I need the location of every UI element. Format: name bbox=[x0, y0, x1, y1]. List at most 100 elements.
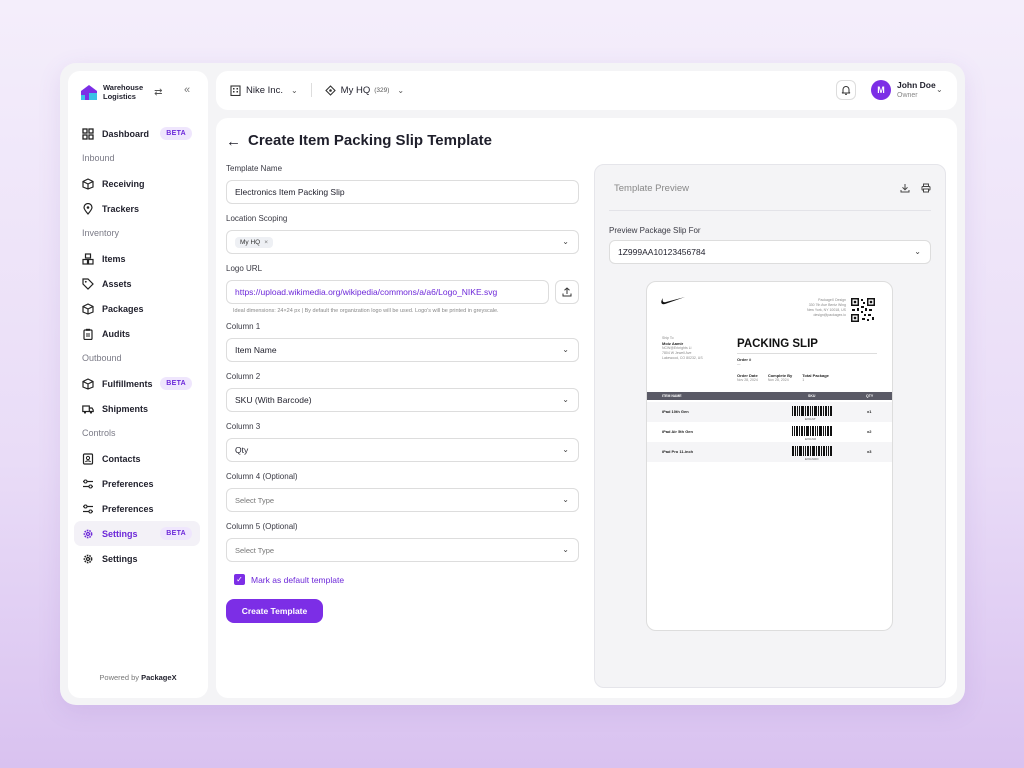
brand-name: Warehouse Logistics bbox=[103, 83, 144, 101]
download-icon[interactable] bbox=[900, 183, 910, 193]
chevron-down-icon: ⌄ bbox=[562, 395, 569, 404]
packing-slip-heading: PACKING SLIP bbox=[737, 338, 818, 350]
section-controls: Controls bbox=[82, 428, 116, 438]
order-number: Order # — bbox=[737, 357, 752, 366]
sidebar-item-label: Audits bbox=[102, 328, 130, 339]
sidebar-item-label: Preferences bbox=[102, 503, 154, 514]
slip-table-header: ITEM NAME SKU QTY bbox=[647, 392, 892, 400]
sidebar-item-label: Packages bbox=[102, 303, 144, 314]
sidebar-item-receiving[interactable]: Receiving bbox=[74, 171, 200, 196]
table-row: iPad 10th Gen EX0-NT x1 bbox=[647, 402, 892, 422]
tag-icon bbox=[82, 277, 94, 290]
box-icon bbox=[82, 177, 94, 190]
location-chip[interactable]: My HQ × bbox=[235, 236, 274, 248]
sidebar-item-dashboard[interactable]: Dashboard BETA bbox=[74, 121, 200, 146]
nike-logo-icon bbox=[661, 297, 685, 305]
column-2-label: Column 2 bbox=[226, 372, 261, 381]
sidebar-item-label: Items bbox=[102, 253, 126, 264]
brand[interactable]: Warehouse Logistics ⇄ bbox=[80, 83, 163, 101]
sidebar-item-preferences[interactable]: Preferences bbox=[74, 471, 200, 496]
column-2-select[interactable]: SKU (With Barcode) ⌄ bbox=[226, 388, 579, 412]
column-1-select[interactable]: Item Name ⌄ bbox=[226, 338, 579, 362]
bell-icon bbox=[841, 86, 851, 95]
user-name[interactable]: John Doe bbox=[897, 80, 936, 90]
chevron-down-icon: ⌄ bbox=[290, 85, 298, 95]
divider bbox=[609, 210, 931, 211]
contacts-icon bbox=[82, 452, 94, 465]
chip-remove-icon[interactable]: × bbox=[264, 238, 269, 246]
sidebar-item-label: Dashboard bbox=[102, 128, 150, 139]
preview-slip-for-label: Preview Package Slip For bbox=[609, 226, 701, 235]
sidebar-item-label: Assets bbox=[102, 278, 132, 289]
chevron-down-icon: ⌄ bbox=[914, 247, 921, 256]
section-inbound: Inbound bbox=[82, 153, 115, 163]
location-scoping-select[interactable]: My HQ × ⌄ bbox=[226, 230, 579, 254]
table-row: iPad Pro 11-inch EX0-NOO x3 bbox=[647, 442, 892, 462]
warehouse-logo-icon bbox=[81, 85, 97, 100]
barcode-icon bbox=[792, 426, 832, 436]
template-preview-panel: Template Preview Preview Package Slip Fo… bbox=[594, 164, 946, 688]
logo-url-label: Logo URL bbox=[226, 264, 263, 273]
sidebar-item-label: Settings bbox=[102, 553, 138, 564]
switch-app-icon[interactable]: ⇄ bbox=[154, 86, 163, 98]
qr-code-icon bbox=[850, 297, 876, 323]
barcode-icon bbox=[792, 406, 832, 416]
printer-icon[interactable] bbox=[921, 183, 931, 193]
package-icon bbox=[82, 302, 94, 315]
powered-by: Powered by PackageX bbox=[99, 673, 177, 682]
chevron-down-icon: ⌄ bbox=[562, 495, 569, 504]
chevron-down-icon: ⌄ bbox=[562, 545, 569, 554]
divider bbox=[737, 353, 877, 354]
sidebar-item-settings[interactable]: Settings BETA bbox=[74, 521, 200, 546]
sidebar-item-packages[interactable]: Packages bbox=[74, 296, 200, 321]
beta-badge: BETA bbox=[160, 127, 192, 140]
location-name[interactable]: My HQ bbox=[340, 84, 371, 96]
org-switcher[interactable]: Nike Inc. ⌄ My HQ (329) ⌄ bbox=[230, 83, 404, 97]
sidebar-item-settings-2[interactable]: Settings bbox=[74, 546, 200, 571]
column-5-label: Column 5 (Optional) bbox=[226, 522, 298, 531]
column-1-label: Column 1 bbox=[226, 322, 261, 331]
sidebar-item-shipments[interactable]: Shipments bbox=[74, 396, 200, 421]
truck-icon bbox=[82, 403, 94, 415]
avatar[interactable]: M bbox=[871, 80, 891, 100]
stacked-boxes-icon bbox=[82, 252, 94, 265]
sidebar-item-label: Receiving bbox=[102, 178, 145, 189]
logo-url-input[interactable]: https://upload.wikimedia.org/wikipedia/c… bbox=[226, 280, 549, 304]
sidebar-item-label: Fulfillments bbox=[102, 378, 153, 389]
upload-button[interactable] bbox=[555, 280, 579, 304]
chevron-down-icon[interactable]: ⌄ bbox=[936, 85, 943, 94]
back-arrow-icon[interactable]: ← bbox=[226, 133, 241, 150]
column-3-select[interactable]: Qty ⌄ bbox=[226, 438, 579, 462]
sidebar-item-fulfillments[interactable]: Fulfillments BETA bbox=[74, 371, 200, 396]
template-name-label: Template Name bbox=[226, 164, 283, 173]
gear-icon bbox=[82, 528, 94, 540]
create-template-button[interactable]: Create Template bbox=[226, 599, 323, 623]
sidebar-item-preferences-2[interactable]: Preferences bbox=[74, 496, 200, 521]
chevron-down-icon: ⌄ bbox=[562, 445, 569, 454]
building-icon bbox=[230, 84, 241, 96]
sidebar-item-audits[interactable]: Audits bbox=[74, 321, 200, 346]
checkmark-icon[interactable]: ✓ bbox=[234, 574, 245, 585]
user-role: Owner bbox=[897, 92, 918, 99]
location-pin-icon bbox=[82, 202, 94, 215]
beta-badge: BETA bbox=[160, 527, 192, 540]
chevron-down-icon: ⌄ bbox=[562, 237, 569, 246]
notifications-button[interactable] bbox=[836, 80, 856, 100]
preview-slip-select[interactable]: 1Z999AA10123456784 ⌄ bbox=[609, 240, 931, 264]
sidebar-item-items[interactable]: Items bbox=[74, 246, 200, 271]
sidebar-item-label: Preferences bbox=[102, 478, 154, 489]
sidebar-item-contacts[interactable]: Contacts bbox=[74, 446, 200, 471]
location-count: (329) bbox=[374, 86, 390, 94]
barcode-icon bbox=[792, 446, 832, 456]
column-5-select[interactable]: Select Type ⌄ bbox=[226, 538, 579, 562]
page-title: Create Item Packing Slip Template bbox=[248, 132, 492, 149]
package-icon bbox=[82, 377, 94, 390]
default-template-checkbox[interactable]: ✓ Mark as default template bbox=[234, 574, 579, 585]
column-3-label: Column 3 bbox=[226, 422, 261, 431]
template-name-input[interactable]: Electronics Item Packing Slip bbox=[226, 180, 579, 204]
sidebar-item-trackers[interactable]: Trackers bbox=[74, 196, 200, 221]
collapse-sidebar-icon[interactable]: « bbox=[184, 84, 191, 96]
chevron-down-icon[interactable]: ⌄ bbox=[397, 85, 405, 95]
column-4-select[interactable]: Select Type ⌄ bbox=[226, 488, 579, 512]
sidebar-item-assets[interactable]: Assets bbox=[74, 271, 200, 296]
